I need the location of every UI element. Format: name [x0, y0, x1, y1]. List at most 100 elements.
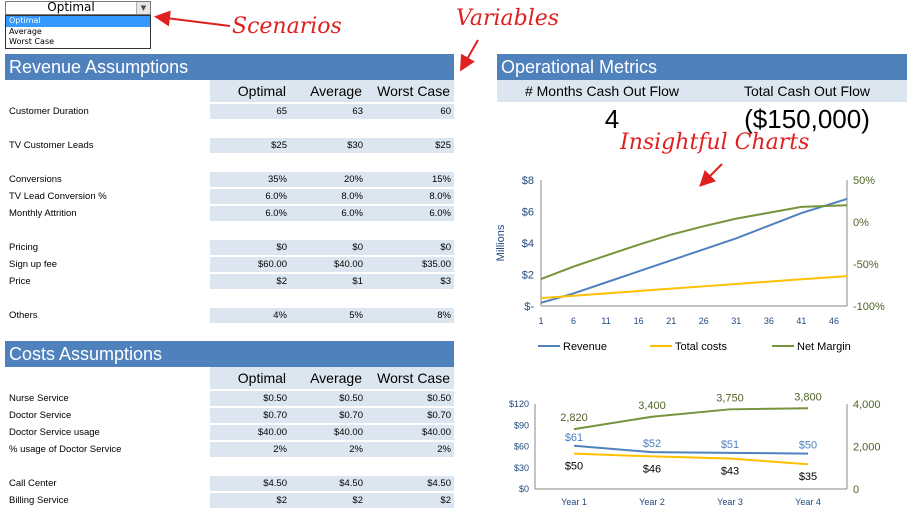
data-label: 3,400 — [638, 400, 666, 412]
x-tick-label: Year 3 — [717, 497, 743, 507]
x-tick-label: Year 4 — [795, 497, 821, 507]
data-label: 3,800 — [794, 392, 822, 403]
months-cash-out-label: # Months Cash Out Flow — [497, 80, 707, 102]
revenue-value-cell[interactable]: 5% — [290, 308, 366, 323]
revenue-costs-margin-chart: $-$2$4$6$8-100%-50%0%50%1 6 11 16 21 26 31 36 41… — [495, 175, 885, 353]
costs-value-cell[interactable]: $0.70 — [366, 408, 454, 423]
legend-label: Revenue — [563, 341, 607, 353]
costs-row-label: % usage of Doctor Service — [9, 444, 122, 455]
revenue-value-cell[interactable]: $0 — [366, 240, 454, 255]
revenue-value-cell[interactable]: $35.00 — [366, 257, 454, 272]
scenarios-arrow — [154, 10, 231, 27]
revenue-value-cell[interactable]: 6.0% — [210, 206, 290, 221]
y-tick-label: $120 — [509, 399, 529, 409]
scenarios-annotation: Scenarios — [232, 14, 342, 39]
costs-value-cell[interactable]: $2 — [210, 493, 290, 508]
y-axis-title: Millions — [495, 224, 507, 261]
data-label: $35 — [799, 471, 817, 483]
revenue-value-cell[interactable]: 20% — [290, 172, 366, 187]
costs-value-cell[interactable]: 2% — [290, 442, 366, 457]
scenario-option[interactable]: Worst Case — [9, 37, 55, 46]
variables-annotation: Variables — [456, 6, 560, 31]
costs-value-cell[interactable]: $0.50 — [290, 391, 366, 406]
y-tick-label: $- — [524, 301, 534, 313]
costs-value-cell[interactable]: $40.00 — [366, 425, 454, 440]
series-line — [573, 444, 809, 455]
x-tick-label: Year 1 — [561, 497, 587, 507]
yearly-metrics-chart: $0 $30 $60 $90 $120 0 2,000 4,000 Year 1 Year 2 Ye… — [509, 392, 881, 507]
data-label: $46 — [643, 463, 661, 475]
costs-row-label: Doctor Service usage — [9, 427, 100, 438]
data-label: $50 — [799, 440, 817, 452]
x-tick-label: Year 2 — [639, 497, 665, 507]
x-tick-label: 1 — [538, 316, 543, 326]
costs-value-cell[interactable]: $4.50 — [210, 476, 290, 491]
revenue-value-cell[interactable]: 60 — [366, 104, 454, 119]
costs-value-cell[interactable]: $2 — [366, 493, 454, 508]
revenue-value-cell[interactable]: 8.0% — [366, 189, 454, 204]
data-label: 3,750 — [716, 392, 744, 404]
y2-tick-label: 2,000 — [853, 442, 881, 454]
revenue-value-cell[interactable]: 65 — [210, 104, 290, 119]
costs-value-cell[interactable]: $0.70 — [290, 408, 366, 423]
revenue-value-cell[interactable]: $40.00 — [290, 257, 366, 272]
costs-value-cell[interactable]: $40.00 — [210, 425, 290, 440]
revenue-value-cell[interactable]: $30 — [290, 138, 366, 153]
y-tick-label: $0 — [519, 484, 529, 494]
costs-value-cell[interactable]: $4.50 — [290, 476, 366, 491]
scenario-option[interactable]: Optimal — [6, 16, 150, 27]
chevron-down-icon[interactable]: ▼ — [136, 2, 150, 14]
costs-value-cell[interactable]: $2 — [290, 493, 366, 508]
revenue-value-cell[interactable]: 4% — [210, 308, 290, 323]
costs-value-cell[interactable]: $0.70 — [210, 408, 290, 423]
revenue-col-optimal: Optimal — [210, 80, 290, 102]
revenue-value-cell[interactable]: 35% — [210, 172, 290, 187]
costs-col-average: Average — [290, 367, 366, 389]
costs-value-cell[interactable]: $0.50 — [366, 391, 454, 406]
data-label: $50 — [565, 461, 583, 473]
costs-value-cell[interactable]: $0.50 — [210, 391, 290, 406]
data-label: $43 — [721, 466, 739, 478]
revenue-value-cell[interactable]: 6.0% — [210, 189, 290, 204]
revenue-value-cell[interactable]: $0 — [290, 240, 366, 255]
x-tick-label: 21 — [666, 316, 676, 326]
y2-tick-label: 4,000 — [853, 399, 881, 411]
scenario-options-list: Optimal Average Worst Case — [5, 15, 151, 49]
revenue-value-cell[interactable]: $1 — [290, 274, 366, 289]
costs-assumptions-header: Costs Assumptions — [5, 341, 454, 367]
revenue-value-cell[interactable]: 8.0% — [290, 189, 366, 204]
y-tick-label: $4 — [522, 238, 534, 250]
revenue-value-cell[interactable]: $60.00 — [210, 257, 290, 272]
revenue-row-label: Sign up fee — [9, 259, 58, 270]
x-tick-label: 16 — [634, 316, 644, 326]
revenue-value-cell[interactable]: $3 — [366, 274, 454, 289]
revenue-value-cell[interactable]: 15% — [366, 172, 454, 187]
costs-value-cell[interactable]: 2% — [366, 442, 454, 457]
y-tick-label: $90 — [514, 420, 529, 430]
revenue-row-label: Conversions — [9, 174, 62, 185]
data-label: $61 — [565, 432, 583, 444]
y2-tick-label: -100% — [853, 301, 885, 313]
scenario-option[interactable]: Average — [9, 26, 42, 36]
revenue-value-cell[interactable]: 63 — [290, 104, 366, 119]
x-tick-label: 26 — [699, 316, 709, 326]
series-line — [540, 204, 848, 281]
scenario-dropdown[interactable]: Optimal ▼ — [5, 0, 151, 15]
data-label: 2,820 — [560, 412, 588, 424]
costs-value-cell[interactable]: $4.50 — [366, 476, 454, 491]
costs-col-worst: Worst Case — [366, 367, 454, 389]
revenue-value-cell[interactable]: 8% — [366, 308, 454, 323]
costs-value-cell[interactable]: $40.00 — [290, 425, 366, 440]
months-cash-out-value: 4 — [604, 104, 620, 134]
revenue-col-worst: Worst Case — [366, 80, 454, 102]
revenue-value-cell[interactable]: $2 — [210, 274, 290, 289]
revenue-value-cell[interactable]: $25 — [366, 138, 454, 153]
revenue-value-cell[interactable]: $25 — [210, 138, 290, 153]
costs-row-label: Doctor Service — [9, 410, 72, 421]
revenue-value-cell[interactable]: 6.0% — [366, 206, 454, 221]
costs-value-cell[interactable]: 2% — [210, 442, 290, 457]
revenue-value-cell[interactable]: 6.0% — [290, 206, 366, 221]
revenue-value-cell[interactable]: $0 — [210, 240, 290, 255]
x-tick-label: 41 — [796, 316, 806, 326]
